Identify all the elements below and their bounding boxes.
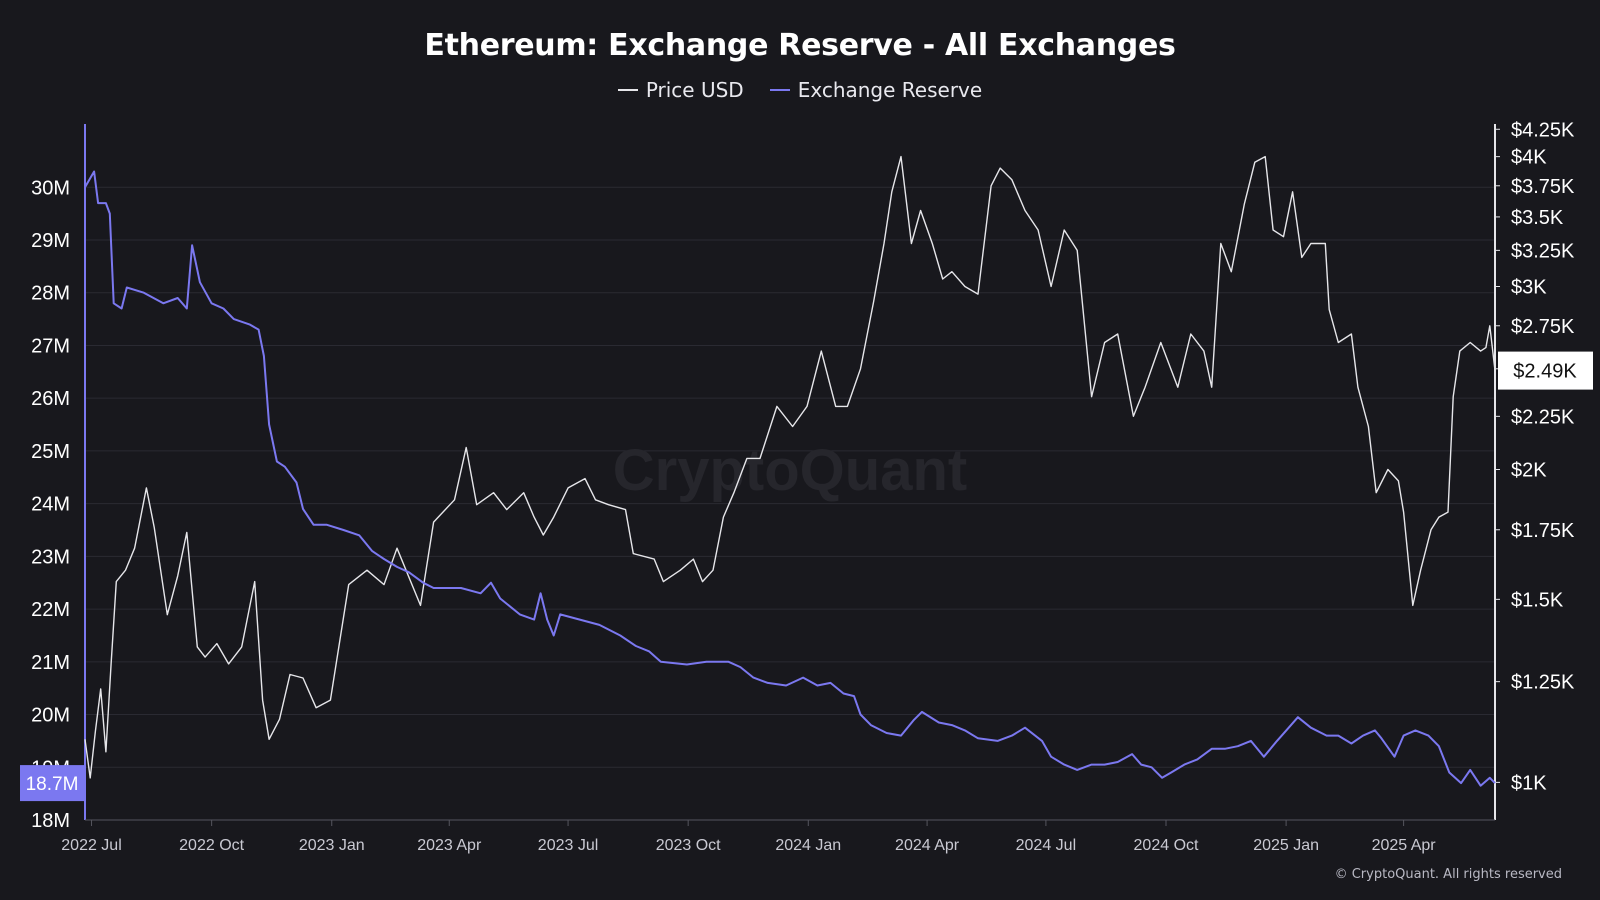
y-left-tick-label-7: 25M <box>31 441 70 463</box>
legend-label-reserve: Exchange Reserve <box>797 78 983 102</box>
y-right-tick-label-0: $1K <box>1511 772 1547 794</box>
y-left-tick-label-3: 21M <box>31 652 70 674</box>
current-price-badge <box>1498 351 1593 390</box>
y-right-tick-label-8: $3K <box>1511 276 1547 298</box>
y-right-tick-label-7: $2.75K <box>1511 316 1575 338</box>
y-right-tick-label-13: $4.25K <box>1511 119 1575 141</box>
legend-label-price: Price USD <box>645 78 744 102</box>
x-tick-label-7: 2024 Apr <box>895 837 960 854</box>
y-left-tick-label-11: 29M <box>31 230 70 252</box>
y-left-tick-label-10: 28M <box>31 283 70 305</box>
y-right-tick-label-4: $2K <box>1511 460 1547 482</box>
current-reserve-label: 18.7M <box>26 774 79 795</box>
legend-swatch-price <box>617 89 638 91</box>
chart-legend: Price USD Exchange Reserve <box>0 78 1600 102</box>
legend-item-price[interactable]: Price USD <box>617 78 744 102</box>
x-tick-label-11: 2025 Apr <box>1372 837 1437 854</box>
y-left-tick-label-12: 30M <box>31 177 70 199</box>
y-right-tick-label-10: $3.5K <box>1511 207 1564 229</box>
x-tick-label-2: 2023 Jan <box>299 837 365 854</box>
x-tick-label-8: 2024 Jul <box>1016 837 1077 854</box>
y-right-tick-label-3: $1.75K <box>1511 520 1575 542</box>
series-line-exchange-reserve <box>84 170 1496 787</box>
x-tick-label-6: 2024 Jan <box>775 837 841 854</box>
y-left-tick-label-4: 22M <box>31 599 70 621</box>
copyright-text: © CryptoQuant. All rights reserved <box>1334 867 1562 882</box>
y-right-tick-label-11: $3.75K <box>1511 176 1575 198</box>
y-left-tick-label-5: 23M <box>31 546 70 568</box>
y-left-tick-label-8: 26M <box>31 388 70 410</box>
x-tick-label-1: 2022 Oct <box>179 837 244 854</box>
y-right-tick-label-12: $4K <box>1511 147 1547 169</box>
series-line-price-usd <box>84 155 1496 779</box>
current-price-label: $2.49K <box>1513 361 1577 383</box>
x-tick-label-0: 2022 Jul <box>61 837 122 854</box>
y-left-tick-label-2: 20M <box>31 705 70 727</box>
y-left-tick-label-6: 24M <box>31 494 70 516</box>
watermark-text: CryptoQuant <box>613 438 967 503</box>
legend-item-reserve[interactable]: Exchange Reserve <box>769 78 983 102</box>
x-tick-label-9: 2024 Oct <box>1134 837 1199 854</box>
y-right-tick-label-5: $2.25K <box>1511 406 1575 428</box>
current-reserve-badge <box>20 765 84 802</box>
y-right-tick-label-9: $3.25K <box>1511 240 1575 262</box>
y-left-tick-label-0: 18M <box>31 810 70 832</box>
x-tick-label-10: 2025 Jan <box>1253 837 1319 854</box>
y-right-tick-label-1: $1.25K <box>1511 672 1575 694</box>
x-tick-label-4: 2023 Jul <box>538 837 599 854</box>
x-tick-label-3: 2023 Apr <box>417 837 482 854</box>
chart-title: Ethereum: Exchange Reserve - All Exchang… <box>424 28 1176 63</box>
legend-swatch-reserve <box>769 89 790 91</box>
x-tick-label-5: 2023 Oct <box>656 837 721 854</box>
y-right-tick-label-2: $1.5K <box>1511 589 1564 611</box>
y-left-tick-label-9: 27M <box>31 335 70 357</box>
